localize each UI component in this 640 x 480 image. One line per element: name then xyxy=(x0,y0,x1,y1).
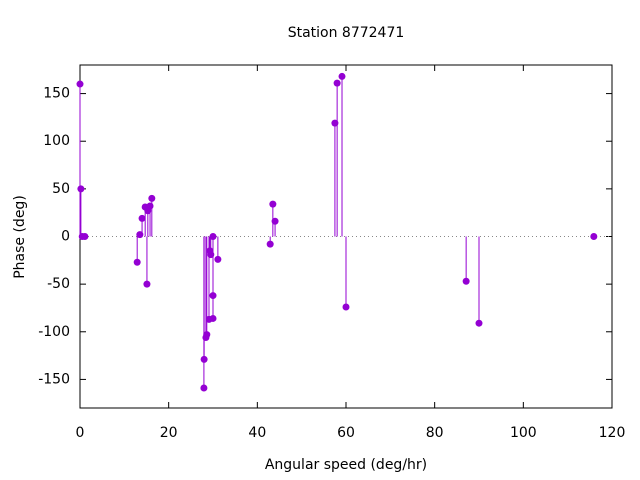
y-tick-label: -100 xyxy=(38,324,70,340)
point xyxy=(138,214,146,222)
point xyxy=(148,194,156,202)
point xyxy=(342,303,350,311)
x-tick-label: 60 xyxy=(337,425,355,441)
point xyxy=(209,314,217,322)
point xyxy=(333,79,341,87)
y-tick-label: 0 xyxy=(61,229,70,245)
point xyxy=(203,331,211,339)
point xyxy=(271,217,279,225)
x-tick-label: 100 xyxy=(510,425,537,441)
x-tick-label: 80 xyxy=(426,425,444,441)
y-axis-label: Phase (deg) xyxy=(12,195,28,279)
x-tick-label: 120 xyxy=(599,425,626,441)
x-tick-label: 0 xyxy=(76,425,85,441)
point xyxy=(269,200,277,208)
y-tick-label: -150 xyxy=(38,371,70,387)
point xyxy=(143,280,151,288)
y-tick-label: -50 xyxy=(47,276,70,292)
x-tick-label: 20 xyxy=(160,425,178,441)
point xyxy=(81,233,89,240)
point xyxy=(200,384,208,392)
point xyxy=(76,80,84,88)
point xyxy=(77,185,85,193)
y-tick-label: 100 xyxy=(43,133,70,149)
point xyxy=(214,255,222,263)
x-tick-label: 40 xyxy=(248,425,266,441)
point xyxy=(475,319,483,327)
point xyxy=(146,202,154,210)
point xyxy=(590,233,598,240)
y-tick-label: 150 xyxy=(43,86,70,102)
y-tick-label: 50 xyxy=(52,181,70,197)
point xyxy=(133,258,141,266)
point xyxy=(462,277,470,285)
point xyxy=(338,72,346,80)
point xyxy=(266,240,274,248)
chart-title: Station 8772471 xyxy=(288,25,405,41)
x-axis-label: Angular speed (deg/hr) xyxy=(265,457,427,473)
